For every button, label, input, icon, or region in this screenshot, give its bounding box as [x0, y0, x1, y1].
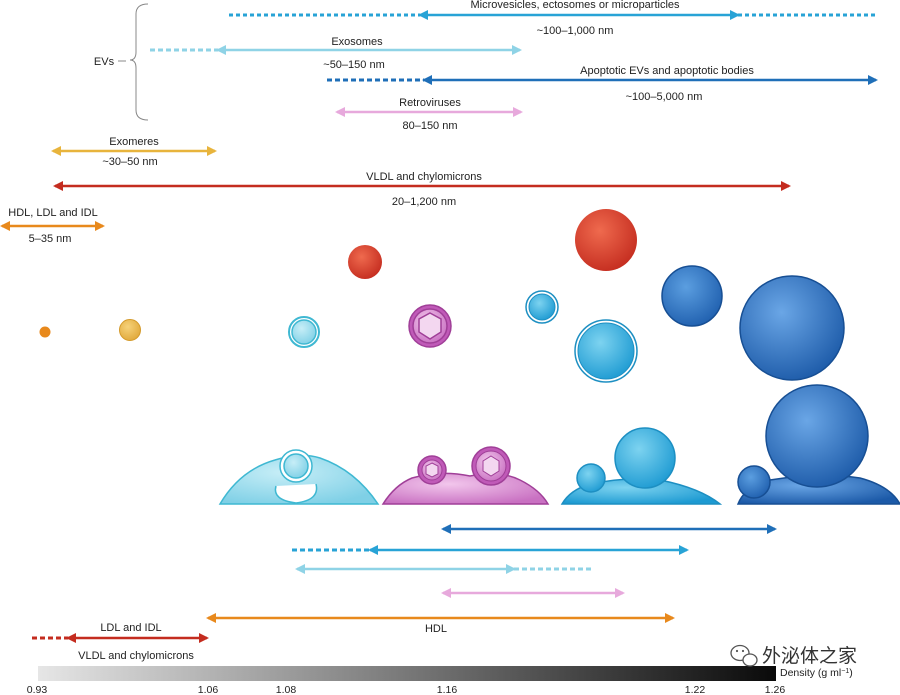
microvesicles-label: Microvesicles, ectosomes or microparticl…: [470, 0, 680, 11]
watermark-text: 外泌体之家: [762, 645, 857, 667]
apoptotic-range: ~100–5,000 nm: [626, 91, 703, 103]
chylomicron-particle: [575, 209, 637, 271]
density-tick: 1.08: [276, 684, 297, 695]
density-tick: 0.93: [27, 684, 48, 695]
microvesicle-particle-small: [525, 290, 559, 324]
exomeres-label: Exomeres: [109, 136, 159, 148]
density-tick: 1.06: [198, 684, 219, 695]
wechat-icon: [730, 644, 758, 667]
vldl-particle-small: [348, 245, 382, 279]
exosome-release-cell: [218, 449, 380, 505]
exomere-particle: [119, 319, 141, 341]
microvesicles-range: ~100–1,000 nm: [537, 25, 614, 37]
density-gradient-bar: [38, 666, 776, 681]
ldl-idl-density-label: LDL and IDL: [100, 622, 161, 634]
exomeres-range: ~30–50 nm: [102, 156, 157, 168]
exosome-particle: [288, 316, 320, 348]
retrovirus-budding-cell: [381, 446, 550, 505]
apoptotic-body-particle: [739, 275, 845, 381]
hdl-ldl-idl-size-range: 5–35 nm: [29, 233, 72, 245]
evs-brace: [118, 3, 149, 121]
retrovirus-particle: [408, 304, 452, 348]
apoptotic-label: Apoptotic EVs and apoptotic bodies: [580, 65, 754, 77]
vldl-size-label: VLDL and chylomicrons: [366, 171, 482, 183]
density-axis-label: Density (g ml−1): [780, 667, 853, 679]
evs-label: EVs: [94, 56, 115, 68]
microvesicle-budding-cell: [560, 427, 723, 505]
exosomes-range: ~50–150 nm: [323, 59, 384, 71]
retroviruses-range: 80–150 nm: [402, 120, 457, 132]
microvesicle-particle-large: [574, 319, 638, 383]
exosomes-label: Exosomes: [331, 36, 383, 48]
hdl-particle: [39, 326, 51, 338]
density-tick: 1.16: [437, 684, 458, 695]
retroviruses-label: Retroviruses: [399, 97, 461, 109]
apoptotic-body-budding-cell: [736, 384, 900, 505]
density-tick: 1.22: [685, 684, 706, 695]
density-tick: 1.26: [765, 684, 786, 695]
wechat-watermark: 外泌体之家: [730, 644, 857, 667]
vldl-density-label: VLDL and chylomicrons: [78, 650, 194, 662]
vldl-size-range: 20–1,200 nm: [392, 196, 456, 208]
apoptotic-ev-particle: [661, 265, 723, 327]
hdl-density-label: HDL: [425, 623, 447, 635]
hdl-ldl-idl-size-label: HDL, LDL and IDL: [8, 207, 97, 219]
